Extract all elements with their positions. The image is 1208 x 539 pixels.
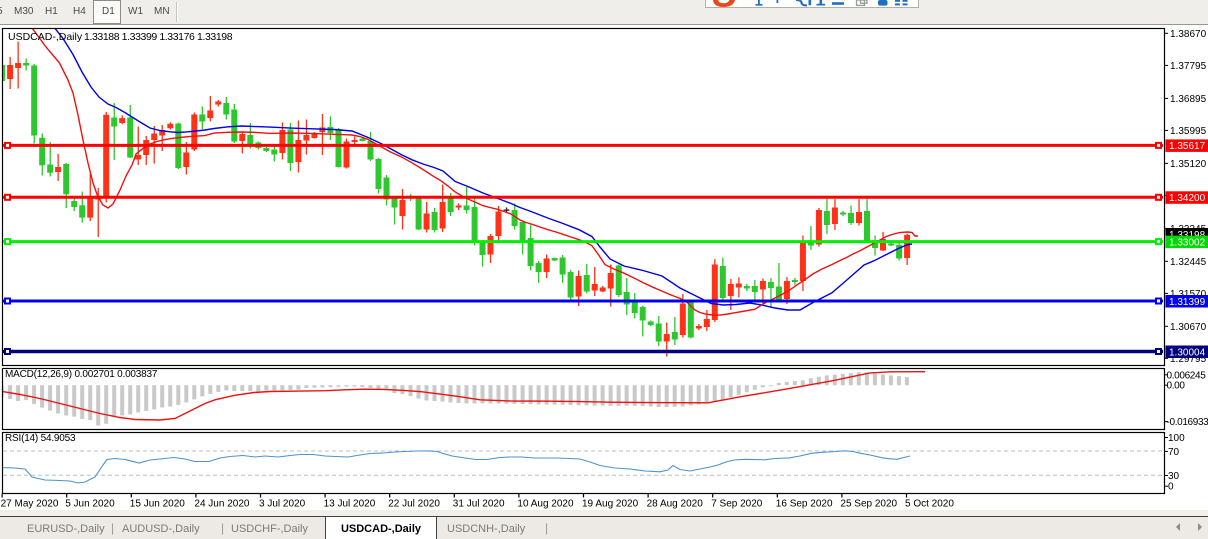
svg-text:1.30004: 1.30004 <box>1169 347 1206 358</box>
svg-text:70: 70 <box>1168 447 1180 458</box>
svg-text:31 Jul 2020: 31 Jul 2020 <box>453 499 505 510</box>
svg-text:28 Aug 2020: 28 Aug 2020 <box>647 499 704 510</box>
svg-text:30: 30 <box>1168 471 1180 482</box>
svg-text:19 Aug 2020: 19 Aug 2020 <box>582 499 639 510</box>
svg-text:1.33188 1.33399 1.33176 1.3319: 1.33188 1.33399 1.33176 1.33198 <box>84 31 233 43</box>
svg-text:15 Jun 2020: 15 Jun 2020 <box>130 499 185 510</box>
svg-text:16 Sep 2020: 16 Sep 2020 <box>776 499 833 510</box>
svg-text:24 Jun 2020: 24 Jun 2020 <box>194 499 249 510</box>
svg-text:0: 0 <box>1168 482 1174 493</box>
svg-text:1.33002: 1.33002 <box>1169 237 1206 248</box>
svg-text:1.35120: 1.35120 <box>1170 159 1207 170</box>
svg-text:22 Jul 2020: 22 Jul 2020 <box>388 499 440 510</box>
svg-text:RSI(14) 54.9053: RSI(14) 54.9053 <box>5 433 76 444</box>
svg-text:1.33198: 1.33198 <box>1169 230 1206 241</box>
svg-text:0.006245: 0.006245 <box>1167 370 1207 381</box>
svg-text:1.35617: 1.35617 <box>1169 141 1206 152</box>
svg-text:7 Sep 2020: 7 Sep 2020 <box>711 499 763 510</box>
svg-text:3 Jul 2020: 3 Jul 2020 <box>259 499 306 510</box>
svg-text:1.38670: 1.38670 <box>1170 29 1207 40</box>
svg-text:100: 100 <box>1168 433 1185 444</box>
svg-text:1.31399: 1.31399 <box>1169 297 1206 308</box>
svg-text:1.35995: 1.35995 <box>1170 126 1207 137</box>
svg-text:13 Jul 2020: 13 Jul 2020 <box>324 499 376 510</box>
svg-text:USDCAD-,Daily: USDCAD-,Daily <box>8 31 83 43</box>
svg-text:10 Aug 2020: 10 Aug 2020 <box>517 499 574 510</box>
svg-text:5 Jun 2020: 5 Jun 2020 <box>65 499 115 510</box>
svg-text:1.37795: 1.37795 <box>1170 61 1207 72</box>
svg-text:0.00: 0.00 <box>1167 381 1186 392</box>
svg-text:1.32445: 1.32445 <box>1170 257 1207 268</box>
svg-text:1.30670: 1.30670 <box>1170 322 1207 333</box>
svg-text:5 Oct 2020: 5 Oct 2020 <box>905 499 954 510</box>
svg-text:25 Sep 2020: 25 Sep 2020 <box>840 499 897 510</box>
svg-text:1.31570: 1.31570 <box>1170 289 1207 300</box>
svg-text:1.36895: 1.36895 <box>1170 94 1207 105</box>
svg-text:1.34200: 1.34200 <box>1169 193 1206 204</box>
svg-text:-0.016933: -0.016933 <box>1167 417 1208 428</box>
svg-text:27 May 2020: 27 May 2020 <box>1 499 59 510</box>
svg-text:1.29795: 1.29795 <box>1170 354 1207 365</box>
svg-text:MACD(12,26,9) 0.002701 0.00383: MACD(12,26,9) 0.002701 0.003837 <box>5 369 158 380</box>
